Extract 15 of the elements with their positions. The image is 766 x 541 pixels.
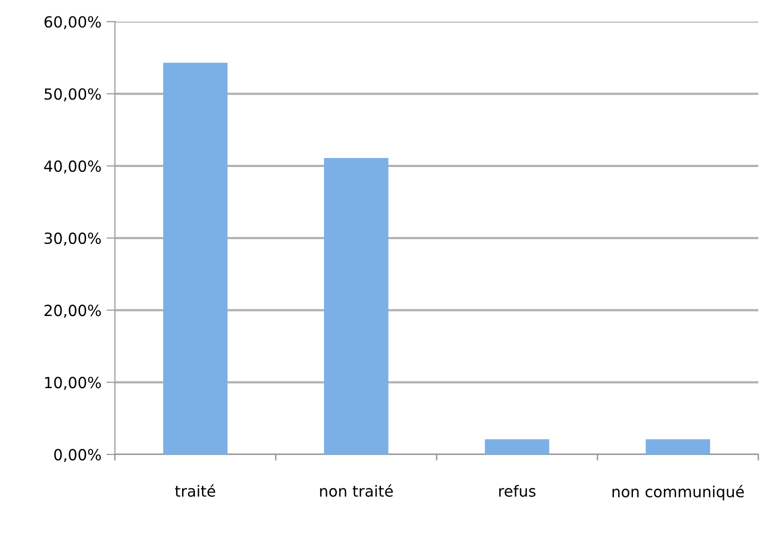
y-tick-label: 30,00% xyxy=(44,232,101,246)
bar xyxy=(324,158,388,454)
x-tick-label: refus xyxy=(499,484,536,497)
bar xyxy=(484,439,550,454)
y-tick-label: 0,00% xyxy=(54,448,101,462)
x-tick-label: traité xyxy=(175,484,216,497)
bar xyxy=(163,62,228,454)
bar xyxy=(646,439,710,454)
y-tick-label: 40,00% xyxy=(44,160,101,174)
x-tick-label: non traité xyxy=(320,484,393,497)
y-tick-label: 10,00% xyxy=(45,376,101,390)
y-tick-label: 60,00% xyxy=(44,16,101,30)
x-tick-label: non communiqué xyxy=(612,484,744,500)
y-tick-label: 50,00% xyxy=(44,88,101,102)
y-tick-label: 20,00% xyxy=(44,304,101,318)
